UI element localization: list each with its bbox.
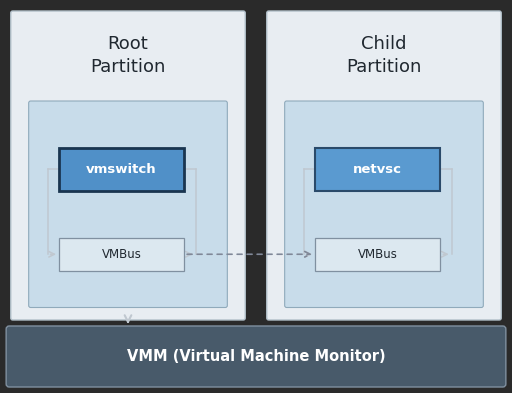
FancyBboxPatch shape <box>267 11 501 320</box>
FancyBboxPatch shape <box>11 11 245 320</box>
FancyBboxPatch shape <box>6 326 506 387</box>
Text: VMBus: VMBus <box>358 248 397 261</box>
Text: VMBus: VMBus <box>102 248 141 261</box>
FancyBboxPatch shape <box>285 101 483 307</box>
Text: netvsc: netvsc <box>353 163 402 176</box>
Text: Root
Partition: Root Partition <box>90 35 166 76</box>
FancyBboxPatch shape <box>59 238 184 270</box>
Text: Child
Partition: Child Partition <box>346 35 422 76</box>
FancyBboxPatch shape <box>59 148 184 191</box>
FancyBboxPatch shape <box>29 101 227 307</box>
FancyBboxPatch shape <box>315 148 440 191</box>
Text: VMM (Virtual Machine Monitor): VMM (Virtual Machine Monitor) <box>126 349 386 364</box>
FancyBboxPatch shape <box>315 238 440 270</box>
Text: vmswitch: vmswitch <box>87 163 157 176</box>
